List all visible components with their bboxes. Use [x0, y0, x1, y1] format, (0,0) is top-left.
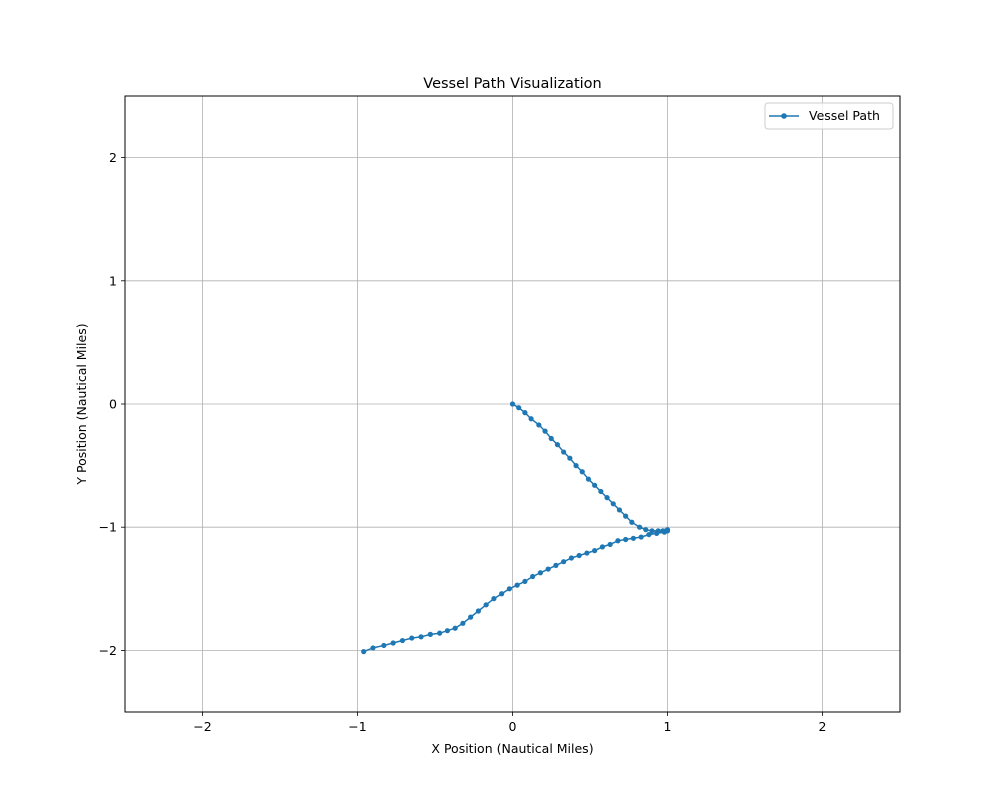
data-point — [592, 548, 598, 554]
data-point — [553, 562, 559, 568]
data-point — [610, 501, 616, 507]
data-point — [654, 530, 660, 536]
data-point — [545, 566, 551, 572]
data-point — [576, 552, 582, 559]
data-point — [499, 591, 505, 597]
data-point — [646, 531, 652, 538]
data-point — [661, 529, 668, 535]
data-point — [623, 536, 629, 543]
y-tick-label: 0 — [109, 397, 117, 412]
data-point — [537, 570, 544, 576]
data-point — [567, 455, 573, 461]
data-point — [637, 524, 643, 530]
data-point — [598, 488, 604, 495]
data-point — [542, 428, 548, 434]
series-vessel-path — [361, 401, 671, 655]
data-point — [592, 482, 598, 488]
data-point — [381, 642, 387, 649]
x-tick-label: −2 — [193, 719, 211, 734]
data-point — [444, 628, 450, 634]
data-point — [409, 635, 415, 641]
data-point — [528, 416, 534, 422]
data-point — [437, 630, 443, 636]
y-tick-label: 2 — [109, 150, 117, 165]
x-tick-label: −1 — [348, 719, 366, 734]
axis-ticks: −2 −1 0 1 2 −2 −1 0 1 2 — [99, 150, 827, 734]
data-point — [399, 637, 406, 644]
data-point — [468, 614, 474, 620]
data-point — [390, 640, 396, 646]
data-point — [643, 527, 649, 533]
data-point — [649, 528, 655, 534]
y-axis-label: Y Position (Nautical Miles) — [74, 323, 89, 485]
data-point — [623, 513, 629, 519]
data-point — [584, 550, 590, 556]
x-tick-label: 0 — [509, 719, 517, 734]
data-point — [530, 573, 536, 580]
data-point — [568, 555, 575, 561]
data-point — [579, 469, 585, 475]
data-point — [516, 405, 522, 411]
data-point — [615, 538, 621, 544]
data-point — [548, 435, 554, 442]
data-point — [483, 602, 489, 608]
legend: Vessel Path — [764, 102, 894, 130]
data-point — [509, 401, 516, 407]
data-point — [561, 559, 567, 565]
data-point — [585, 476, 592, 482]
legend-marker-vessel-path — [781, 113, 787, 119]
data-point — [554, 442, 561, 448]
x-axis-label: X Position (Nautical Miles) — [431, 741, 593, 756]
data-point — [361, 649, 367, 655]
data-point — [561, 449, 567, 455]
data-point — [573, 463, 579, 469]
data-point — [522, 410, 528, 416]
data-point — [638, 534, 644, 540]
data-point — [475, 608, 481, 614]
data-point — [616, 507, 623, 513]
data-point — [522, 578, 528, 585]
data-point — [599, 544, 606, 550]
data-point — [370, 645, 376, 651]
data-point — [460, 620, 466, 626]
data-point — [506, 586, 512, 592]
x-tick-label: 1 — [664, 719, 672, 734]
data-point — [630, 535, 637, 541]
legend-frame — [764, 102, 894, 130]
y-tick-label: 1 — [109, 273, 117, 288]
data-point — [427, 631, 433, 637]
chart-title: Vessel Path Visualization — [423, 76, 601, 92]
data-point — [629, 519, 635, 525]
data-point — [418, 634, 424, 640]
data-point — [452, 625, 458, 631]
y-tick-label: −1 — [99, 520, 117, 535]
legend-label-vessel-path: Vessel Path — [809, 108, 880, 123]
x-tick-label: 2 — [819, 719, 827, 734]
y-tick-label: −2 — [99, 643, 117, 658]
data-point — [604, 495, 610, 501]
data-point — [607, 541, 613, 548]
data-point — [536, 422, 542, 428]
data-point — [514, 582, 520, 588]
data-point — [491, 596, 497, 602]
